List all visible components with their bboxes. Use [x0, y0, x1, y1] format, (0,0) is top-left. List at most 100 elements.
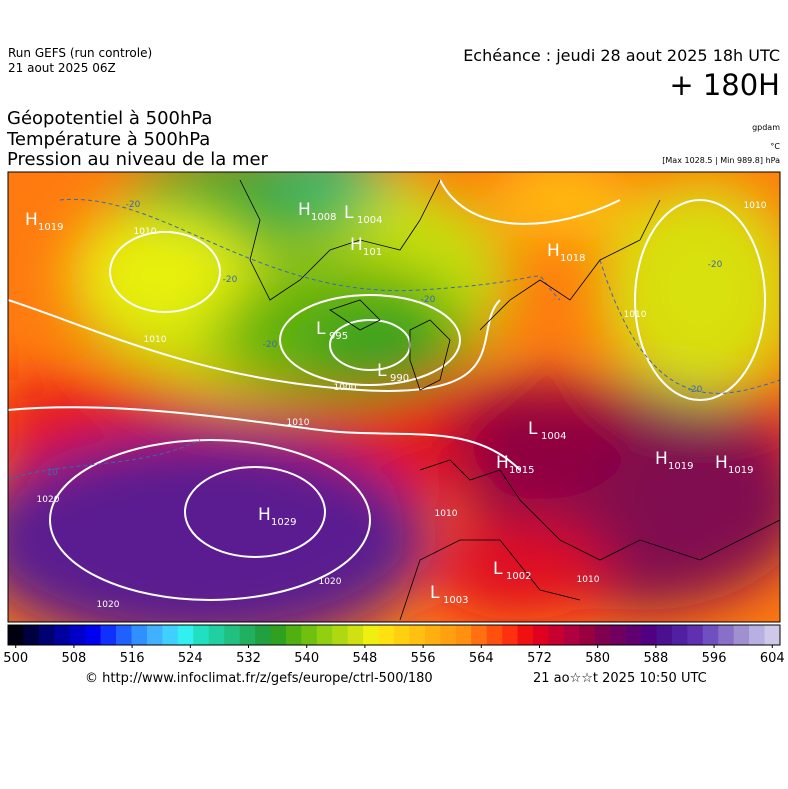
- colorbar-swatch: [641, 625, 657, 645]
- contour-label: -20: [688, 385, 703, 395]
- contour-label: 1020: [37, 495, 60, 505]
- colorbar-swatch: [54, 625, 71, 645]
- colorbar-tick-label: 580: [585, 651, 610, 666]
- colorbar-swatch: [100, 625, 117, 645]
- colorbar-swatch: [347, 625, 364, 645]
- center-letter: L: [316, 319, 326, 339]
- run-name: Run GEFS (run controle): [8, 46, 153, 60]
- center-value: 995: [329, 331, 348, 342]
- center-letter: H: [547, 241, 560, 261]
- colorbar-swatch: [471, 625, 487, 645]
- center-letter: L: [493, 559, 503, 579]
- colorbar-swatch: [131, 625, 148, 645]
- footer-generated: 21 ao☆☆t 2025 10:50 UTC: [533, 671, 707, 686]
- colorbar-swatch: [671, 625, 688, 645]
- colorbar-swatch: [687, 625, 704, 645]
- contour-label: 1020: [97, 600, 120, 610]
- colorbar-swatch: [702, 625, 719, 645]
- colorbar-swatch: [116, 625, 132, 645]
- contour-label: -20: [223, 275, 238, 285]
- colorbar-swatch: [656, 625, 673, 645]
- center-letter: H: [350, 235, 363, 255]
- contour-label: 1010: [435, 509, 458, 519]
- colorbar-swatch: [625, 625, 642, 645]
- colorbar-tick-label: 500: [3, 651, 28, 666]
- colorbar-swatch: [270, 625, 287, 645]
- colorbar-tick-label: 572: [527, 651, 552, 666]
- colorbar-swatch: [440, 625, 457, 645]
- center-letter: L: [528, 419, 538, 439]
- colorbar-swatch: [378, 625, 395, 645]
- colorbar-swatch: [749, 625, 765, 645]
- colorbar-tick-label: 564: [469, 651, 494, 666]
- colorbar-tick-label: 556: [411, 651, 436, 666]
- colorbar-swatch: [239, 625, 256, 645]
- unit: gpdam: [752, 123, 780, 132]
- center-value: 1008: [311, 212, 336, 223]
- colorbar-swatch: [563, 625, 580, 645]
- center-letter: H: [715, 453, 728, 473]
- title: Géopotentiel à 500hPa: [7, 108, 213, 129]
- colorbar-swatch: [316, 625, 333, 645]
- colorbar-swatch: [424, 625, 441, 645]
- colorbar-swatch: [38, 625, 55, 645]
- contour-label: 1010: [577, 575, 600, 585]
- colorbar-swatch: [193, 625, 210, 645]
- colorbar-swatch: [409, 625, 426, 645]
- colorbar-swatch: [8, 625, 24, 645]
- center-value: 990: [390, 373, 409, 384]
- contour-label: 1010: [624, 310, 647, 320]
- center-value: 1029: [271, 517, 296, 528]
- center-letter: H: [25, 210, 38, 230]
- unit: [Max 1028.5 | Min 989.8] hPa: [662, 156, 780, 165]
- colorbar-tick-label: 548: [352, 651, 377, 666]
- contour-label: 1010: [134, 227, 157, 237]
- center-value: 101: [363, 247, 382, 258]
- lead-time: + 180H: [669, 68, 780, 102]
- colorbar-swatch: [332, 625, 348, 645]
- colorbar-swatch: [85, 625, 101, 645]
- colorbar-swatch: [733, 625, 750, 645]
- colorbar-tick-label: 524: [178, 651, 203, 666]
- center-letter: L: [430, 583, 440, 603]
- center-letter: H: [496, 453, 509, 473]
- title: Température à 500hPa: [7, 129, 211, 150]
- center-value: 1002: [506, 571, 531, 582]
- contour-label: 1010: [287, 418, 310, 428]
- contour-label: -20: [708, 260, 723, 270]
- center-letter: H: [298, 200, 311, 220]
- colorbar-swatch: [23, 625, 40, 645]
- colorbar-swatch: [718, 625, 734, 645]
- contour-label: -20: [421, 295, 436, 305]
- colorbar-swatch: [594, 625, 611, 645]
- center-value: 1018: [560, 253, 585, 264]
- contour-label: 1000: [334, 383, 357, 393]
- center-value: 1004: [541, 431, 566, 442]
- colorbar-swatch: [69, 625, 86, 645]
- colorbar-swatch: [255, 625, 271, 645]
- colorbar-swatch: [224, 625, 240, 645]
- center-value: 1019: [668, 461, 693, 472]
- colorbar-swatch: [146, 625, 163, 645]
- colorbar-swatch: [363, 625, 379, 645]
- colorbar-tick-label: 532: [236, 651, 261, 666]
- contour-label: -20: [263, 340, 278, 350]
- colorbar-swatch: [502, 625, 518, 645]
- center-letter: L: [344, 203, 354, 223]
- contour-label: 10: [46, 468, 58, 478]
- colorbar-tick-label: 596: [702, 651, 727, 666]
- colorbar-swatch: [517, 625, 534, 645]
- contour-label: 1020: [319, 577, 342, 587]
- center-letter: H: [258, 505, 271, 525]
- colorbar-swatch: [486, 625, 503, 645]
- colorbar-swatch: [764, 625, 781, 645]
- center-value: 1019: [38, 222, 63, 233]
- unit: °C: [770, 142, 780, 151]
- colorbar-tick-label: 540: [294, 651, 319, 666]
- field: [8, 172, 780, 622]
- title: Pression au niveau de la mer: [7, 149, 268, 170]
- contour-label: -20: [126, 200, 141, 210]
- colorbar-tick-label: 516: [120, 651, 145, 666]
- contour-label: 1010: [744, 201, 767, 211]
